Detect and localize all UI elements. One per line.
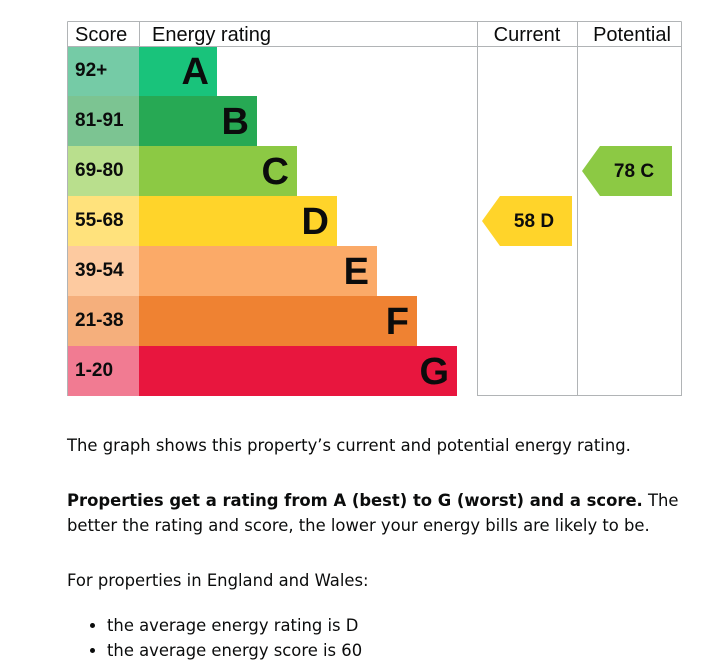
band-score-cell [67, 296, 139, 346]
band-score-label: 92+ [75, 60, 107, 81]
band-score-cell [67, 96, 139, 146]
band-b: 81-91 B [67, 96, 257, 146]
band-c: 69-80 C [67, 146, 297, 196]
band-score-label: 21-38 [75, 310, 124, 331]
band-bar [139, 346, 457, 396]
band-letter: B [222, 101, 249, 143]
rating-explanation-bold: Properties get a rating from A (best) to… [67, 491, 643, 510]
potential-rating-arrow-label: 78 C [614, 161, 654, 182]
band-score-label: 1-20 [75, 360, 113, 381]
region-note: For properties in England and Wales: [67, 571, 369, 590]
band-letter: A [182, 51, 209, 93]
potential-rating-arrow: 78 C [582, 146, 672, 196]
band-d: 55-68 D [67, 196, 337, 246]
rating-explanation-rest: The better the rating and score, the low… [67, 491, 679, 535]
band-letter: D [302, 201, 329, 243]
band-score-label: 69-80 [75, 160, 124, 181]
list-item: the average energy score is 60 [107, 638, 362, 663]
header-energy-rating: Energy rating [152, 24, 271, 46]
band-score-cell [67, 246, 139, 296]
band-letter: F [386, 301, 409, 343]
band-letter: G [419, 351, 449, 393]
rating-explanation: Properties get a rating from A (best) to… [67, 488, 707, 538]
averages-list: the average energy rating is D the avera… [67, 613, 362, 663]
band-f: 21-38 F [67, 296, 417, 346]
current-rating-arrow-label: 58 D [514, 211, 554, 232]
energy-rating-chart: 92+ A 81-91 B 69-80 C 55-68 D 39-54 E 21-38 F 1-20 G … [67, 21, 682, 396]
band-score-cell [67, 46, 139, 96]
band-bar [139, 196, 337, 246]
band-score-cell [67, 146, 139, 196]
current-rating-arrow-shape [482, 196, 572, 246]
energy-rating-graph: 92+ A81-91 B69-80 C55-68 D39-54 E21-38 F1-20 G … [67, 21, 682, 396]
current-rating-arrow: 58 D [482, 196, 572, 246]
header-score: Score [75, 24, 127, 46]
potential-rating-arrow-shape [582, 146, 672, 196]
band-score-cell [67, 346, 139, 396]
band-bar [139, 46, 217, 96]
band-bar [139, 296, 417, 346]
band-bar [139, 146, 297, 196]
band-letter: C [262, 151, 289, 193]
band-e: 39-54 E [67, 246, 377, 296]
band-score-cell [67, 196, 139, 246]
band-a: 92+ A [67, 46, 217, 96]
band-bar [139, 96, 257, 146]
band-score-label: 81-91 [75, 110, 124, 131]
graph-description: The graph shows this property’s current … [67, 436, 631, 455]
header-current: Current [494, 24, 561, 46]
band-g: 1-20 G [67, 346, 457, 396]
band-letter: E [344, 251, 369, 293]
header-potential: Potential [593, 24, 671, 46]
band-score-label: 39-54 [75, 260, 124, 281]
band-score-label: 55-68 [75, 210, 124, 231]
list-item: the average energy rating is D [107, 613, 362, 638]
band-bar [139, 246, 377, 296]
